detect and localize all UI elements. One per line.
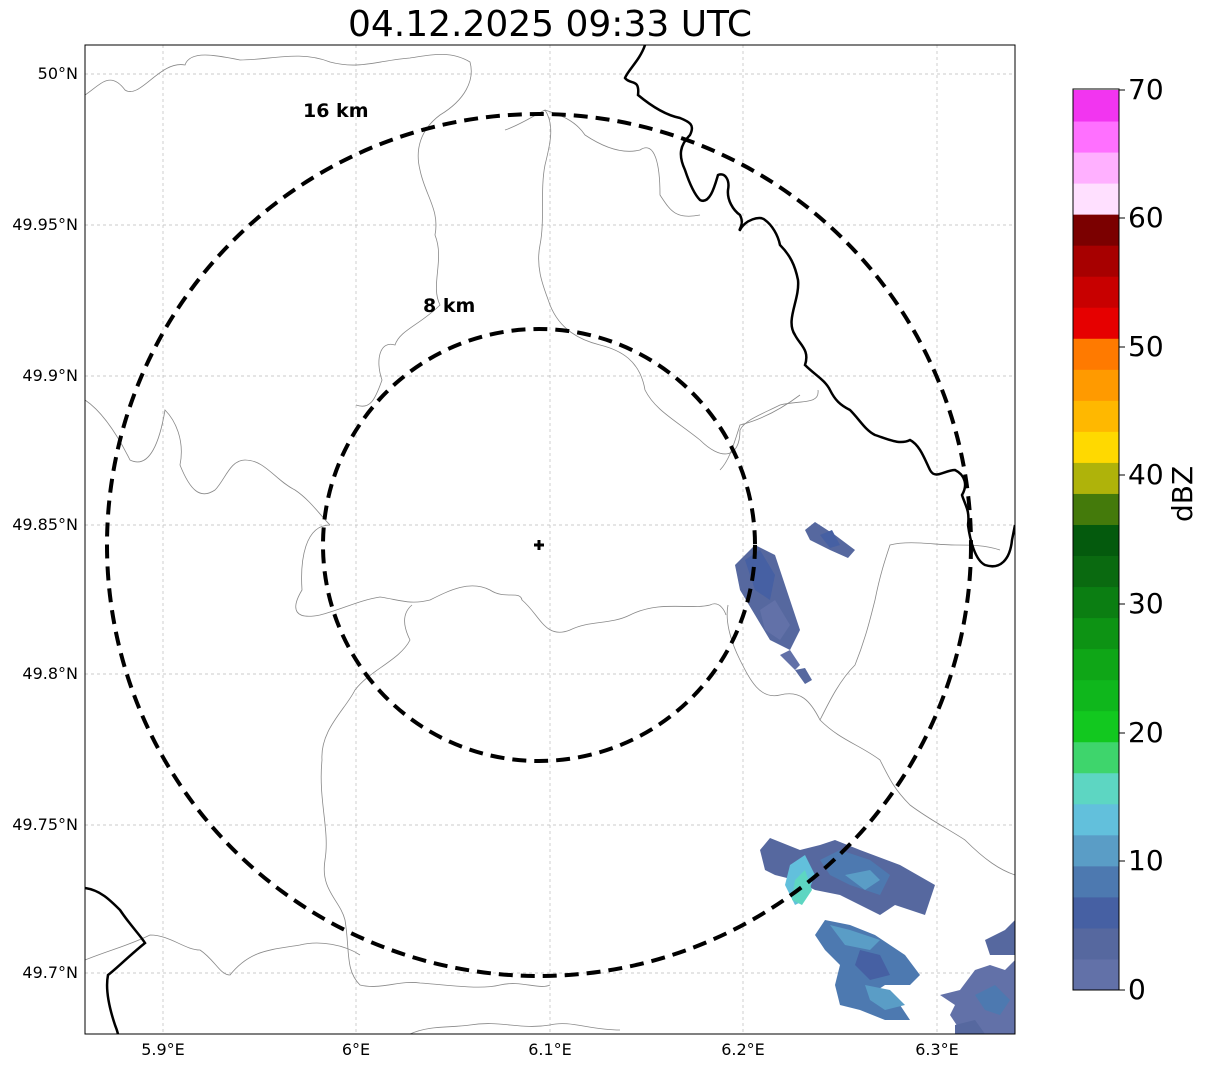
colorbar-segment — [1073, 307, 1119, 339]
colorbar-segment — [1073, 555, 1119, 588]
colorbar-segment — [1073, 927, 1119, 960]
colorbar-segment — [1073, 586, 1119, 619]
lon-tick-6: 6°E — [341, 1040, 371, 1059]
colorbar-tick-70: 70 — [1128, 73, 1164, 106]
lat-tick-49-95: 49.95°N — [12, 215, 78, 234]
graticule — [85, 45, 1015, 1034]
colorbar-segment — [1073, 121, 1119, 153]
lon-tick-6-3: 6.3°E — [915, 1040, 959, 1059]
colorbar-segment — [1073, 648, 1119, 681]
colorbar-segment — [1073, 400, 1119, 432]
colorbar-segment — [1073, 617, 1119, 650]
radar-echoes — [735, 522, 1015, 1034]
municipal-boundaries — [85, 54, 1015, 1034]
colorbar-segment — [1073, 245, 1119, 277]
colorbar-segment — [1073, 462, 1119, 494]
colorbar-segment — [1073, 183, 1119, 215]
lon-tick-6-1: 6.1°E — [528, 1040, 572, 1059]
lat-tick-49-85: 49.85°N — [12, 515, 78, 534]
colorbar-tick-50: 50 — [1128, 330, 1164, 363]
plus-icon — [534, 540, 544, 550]
colorbar — [1073, 90, 1119, 991]
lat-tick-49-75: 49.75°N — [12, 815, 78, 834]
range-rings — [105, 112, 973, 978]
colorbar-label: dBZ — [1166, 465, 1199, 522]
lat-tick-49-7: 49.7°N — [22, 963, 78, 982]
colorbar-segment — [1073, 710, 1119, 743]
colorbar-segment — [1073, 90, 1119, 122]
colorbar-segment — [1073, 152, 1119, 184]
colorbar-segment — [1073, 865, 1119, 898]
colorbar-tick-40: 40 — [1128, 458, 1164, 491]
colorbar-ticks — [1119, 89, 1125, 991]
colorbar-segment — [1073, 958, 1119, 991]
colorbar-frame — [1072, 88, 1120, 991]
colorbar-segment — [1073, 493, 1119, 525]
colorbar-segment — [1073, 276, 1119, 308]
lon-tick-6-2: 6.2°E — [721, 1040, 765, 1059]
colorbar-segment — [1073, 834, 1119, 867]
colorbar-segment — [1073, 369, 1119, 401]
lat-tick-50: 50°N — [37, 64, 78, 83]
colorbar-segment — [1073, 338, 1119, 370]
colorbar-tick-10: 10 — [1128, 844, 1164, 877]
colorbar-tick-0: 0 — [1128, 973, 1146, 1006]
lat-tick-49-9: 49.9°N — [22, 366, 78, 385]
colorbar-segment — [1073, 431, 1119, 463]
colorbar-segment — [1073, 741, 1119, 774]
range-ring-8km — [321, 327, 757, 763]
lat-tick-49-8: 49.8°N — [22, 664, 78, 683]
colorbar-segment — [1073, 803, 1119, 836]
map-title: 04.12.2025 09:33 UTC — [347, 4, 753, 45]
colorbar-segment — [1073, 896, 1119, 929]
national-borders — [85, 45, 1015, 1034]
colorbar-segment — [1073, 214, 1119, 246]
range-ring-label-16km: 16 km — [303, 100, 369, 122]
colorbar-tick-60: 60 — [1128, 201, 1164, 234]
colorbar-segment — [1073, 772, 1119, 805]
lon-tick-5-9: 5.9°E — [141, 1040, 185, 1059]
range-ring-label-8km: 8 km — [423, 295, 475, 317]
colorbar-tick-20: 20 — [1128, 716, 1164, 749]
colorbar-segment — [1073, 679, 1119, 712]
range-ring-16km — [105, 112, 973, 978]
map-frame — [84, 44, 1016, 1035]
colorbar-segment — [1073, 524, 1119, 557]
colorbar-tick-30: 30 — [1128, 587, 1164, 620]
